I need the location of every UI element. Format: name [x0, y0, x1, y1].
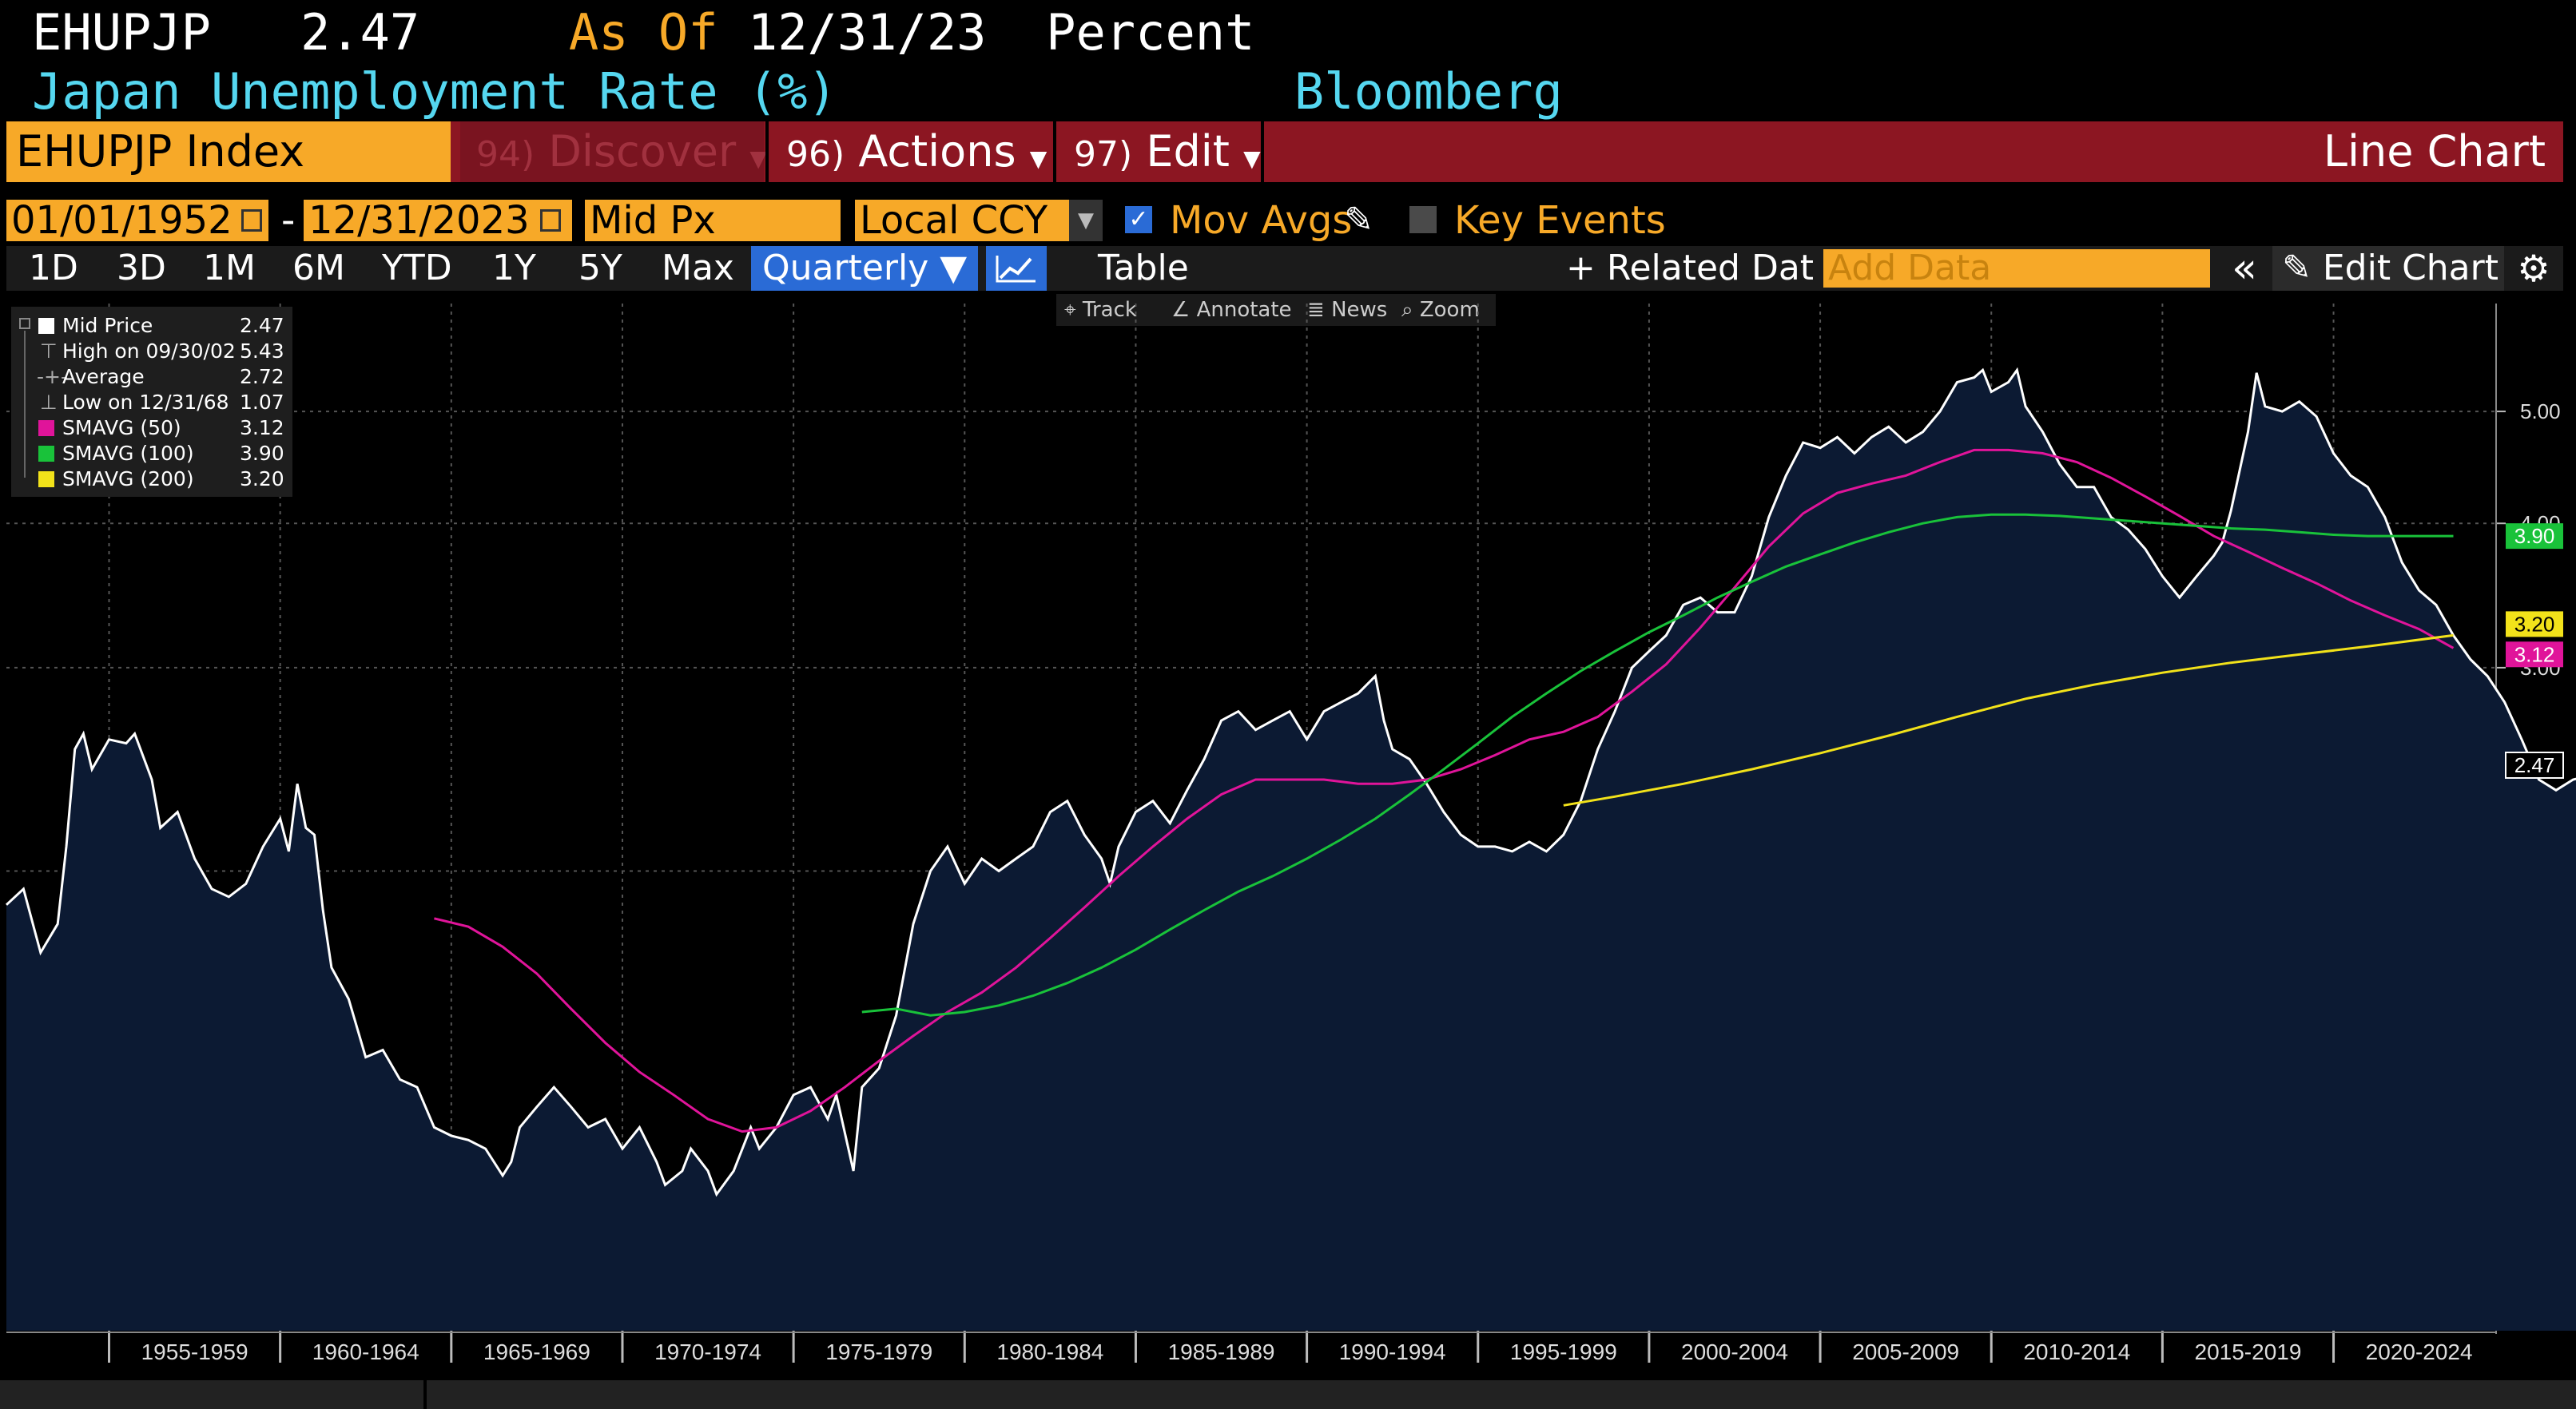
mov-avgs-checkbox[interactable]: ✓ — [1125, 206, 1152, 233]
edit-chart-button[interactable]: ✎ Edit Chart — [2272, 246, 2504, 291]
annotate-tool[interactable]: ∠ Annotate — [1163, 294, 1302, 326]
legend-item-smavg-100[interactable]: SMAVG (100) 3.90 — [11, 441, 292, 466]
actions-menu[interactable]: 96) Actions ▼ — [786, 126, 1047, 177]
price-end-tag-box — [2505, 751, 2564, 779]
price-end-tag: 2.47 — [2514, 753, 2555, 777]
x-tick-label: 1985-1989 — [1168, 1340, 1275, 1364]
x-tick-label: 1955-1959 — [141, 1340, 248, 1364]
calendar-icon[interactable] — [241, 209, 262, 232]
range-3d[interactable]: 3D — [117, 248, 166, 288]
x-tick-label: 1970-1974 — [654, 1340, 761, 1364]
status-bar — [0, 1380, 2576, 1409]
collapse-legend-icon[interactable] — [19, 318, 30, 329]
legend-item-high: ⊤ High on 09/30/02 5.43 — [40, 339, 284, 363]
source-label: Bloomberg — [1294, 62, 1563, 121]
currency-dropdown-icon[interactable]: ▼ — [1069, 200, 1103, 241]
x-tick-label: 1995-1999 — [1510, 1340, 1617, 1364]
smavg-50-line — [434, 448, 2455, 1133]
unemployment-chart[interactable]: 1.002.003.004.005.001955-19591960-196419… — [0, 292, 2576, 1380]
x-tick-label: 2015-2019 — [2195, 1340, 2302, 1364]
legend-item-average: -+- Average 2.72 — [37, 365, 284, 388]
add-data-input[interactable]: Add Data — [1823, 249, 2210, 288]
crosshair-icon: ⌖ — [1064, 298, 1076, 322]
security-description: Japan Unemployment Rate (%) — [32, 62, 837, 121]
x-tick-label: 1990-1994 — [1339, 1340, 1446, 1364]
price-line — [5, 367, 2576, 1197]
legend-item-smavg-50[interactable]: SMAVG (50) 3.12 — [11, 415, 292, 441]
news-icon: ≣ — [1307, 298, 1325, 322]
security-header: EHUPJP 2.47 As Of 12/31/23 Percent — [32, 5, 1254, 61]
calendar-icon[interactable] — [540, 209, 561, 232]
track-tool[interactable]: ⌖ Track — [1056, 294, 1167, 326]
x-tick-label: 1975-1979 — [825, 1340, 932, 1364]
range-toolbar: 1D 3D 1M 6M YTD 1Y 5Y Max Quarterly ▼ Ta… — [6, 246, 2563, 291]
end-date-field[interactable]: 12/31/2023 — [304, 200, 572, 241]
as-of-date: 12/31/23 — [747, 3, 987, 62]
pencil-icon[interactable]: ✎ — [1344, 200, 1373, 240]
smavg-200-end-tag-box — [2506, 611, 2563, 637]
unit-label: Percent — [1046, 3, 1255, 62]
range-1d[interactable]: 1D — [29, 248, 78, 288]
x-tick-label: 1960-1964 — [312, 1340, 419, 1364]
frequency-select[interactable]: Quarterly ▼ — [751, 246, 979, 291]
legend-tree-line — [24, 331, 26, 478]
range-max[interactable]: Max — [662, 248, 734, 288]
smavg-50-end-tag-box — [2506, 641, 2563, 668]
last-value: 2.47 — [300, 3, 420, 62]
legend-item-mid-price[interactable]: Mid Price 2.47 — [11, 313, 292, 339]
gear-icon[interactable]: ⚙ — [2517, 247, 2550, 290]
pencil-icon: ✎ — [2282, 248, 2312, 288]
x-tick-label: 2000-2004 — [1681, 1340, 1788, 1364]
key-events-checkbox[interactable] — [1409, 206, 1437, 233]
currency-select[interactable]: Local CCY — [855, 200, 1103, 241]
smavg-200-end-tag: 3.20 — [2514, 612, 2555, 636]
date-range-dash: - — [281, 198, 296, 243]
discover-menu[interactable]: 94) Discover ▼ — [460, 121, 767, 182]
x-tick-label: 2010-2014 — [2023, 1340, 2130, 1364]
range-5y[interactable]: 5Y — [578, 248, 622, 288]
x-tick-label: 1965-1969 — [483, 1340, 590, 1364]
price-area — [6, 370, 2576, 1331]
chart-legend: Mid Price 2.47 ⊤ High on 09/30/02 5.43 -+- A… — [11, 307, 292, 497]
smavg-200-line — [1563, 633, 2454, 807]
news-tool[interactable]: ≣ News — [1299, 294, 1397, 326]
y-tick-label: 5.00 — [2520, 399, 2561, 423]
security-field[interactable]: EHUPJP Index — [6, 121, 451, 182]
edit-menu[interactable]: 97) Edit ▼ — [1074, 126, 1261, 177]
collapse-icon[interactable]: « — [2232, 244, 2257, 292]
key-events-label: Key Events — [1454, 198, 1666, 243]
table-button[interactable]: Table — [1098, 248, 1189, 288]
chart-style-icon[interactable] — [986, 246, 1047, 291]
range-1m[interactable]: 1M — [203, 248, 256, 288]
related-data-button[interactable]: + Related Dat — [1566, 248, 1815, 288]
smavg-100-line — [861, 513, 2454, 1017]
zoom-tool[interactable]: ⌕ Zoom — [1393, 294, 1496, 326]
start-date-field[interactable]: 01/01/1952 — [6, 200, 268, 241]
range-6m[interactable]: 6M — [292, 248, 345, 288]
x-tick-label: 2020-2024 — [2366, 1340, 2473, 1364]
x-tick-label: 1980-1984 — [996, 1340, 1103, 1364]
smavg-100-end-tag-box — [2506, 523, 2563, 550]
chart-type-label: Line Chart — [2323, 126, 2546, 177]
legend-item-smavg-200[interactable]: SMAVG (200) 3.20 — [11, 466, 292, 492]
price-field-select[interactable]: Mid Px — [585, 200, 841, 241]
range-1y[interactable]: 1Y — [492, 248, 536, 288]
pencil-icon: ∠ — [1171, 298, 1191, 322]
as-of-label: As Of — [568, 3, 718, 62]
chevron-down-icon: ▼ — [1029, 145, 1047, 172]
smavg-100-end-tag: 3.90 — [2514, 524, 2555, 548]
menu-bar: EHUPJP Index 94) Discover ▼ 96) Actions … — [6, 121, 2563, 182]
x-tick-label: 2005-2009 — [1852, 1340, 1959, 1364]
mov-avgs-label: Mov Avgs — [1170, 198, 1353, 243]
ticker-symbol: EHUPJP — [32, 3, 211, 62]
chevron-down-icon: ▼ — [749, 145, 767, 172]
range-ytd[interactable]: YTD — [382, 248, 452, 288]
magnifier-icon: ⌕ — [1401, 298, 1413, 322]
smavg-50-end-tag: 3.12 — [2514, 642, 2555, 666]
chevron-down-icon: ▼ — [1243, 145, 1261, 172]
description-header: Japan Unemployment Rate (%) Bloomberg — [32, 64, 1563, 120]
legend-item-low: ⊥ Low on 12/31/68 1.07 — [40, 391, 284, 414]
